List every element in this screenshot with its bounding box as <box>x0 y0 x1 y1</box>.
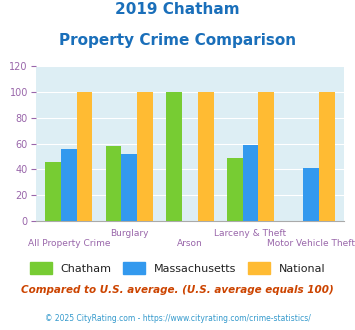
Bar <box>303 168 319 221</box>
Bar <box>319 92 335 221</box>
Bar <box>166 92 182 221</box>
Text: Larceny & Theft: Larceny & Theft <box>214 229 286 238</box>
Text: All Property Crime: All Property Crime <box>28 239 110 248</box>
Text: Property Crime Comparison: Property Crime Comparison <box>59 33 296 48</box>
Text: Compared to U.S. average. (U.S. average equals 100): Compared to U.S. average. (U.S. average … <box>21 285 334 295</box>
Text: 2019 Chatham: 2019 Chatham <box>115 2 240 16</box>
Text: Motor Vehicle Theft: Motor Vehicle Theft <box>267 239 355 248</box>
Bar <box>242 145 258 221</box>
Legend: Chatham, Massachusetts, National: Chatham, Massachusetts, National <box>25 258 330 278</box>
Bar <box>227 158 242 221</box>
Bar <box>137 92 153 221</box>
Text: © 2025 CityRating.com - https://www.cityrating.com/crime-statistics/: © 2025 CityRating.com - https://www.city… <box>45 314 310 323</box>
Bar <box>61 149 77 221</box>
Bar <box>77 92 92 221</box>
Bar <box>45 162 61 221</box>
Bar <box>121 154 137 221</box>
Bar <box>106 146 121 221</box>
Bar <box>258 92 274 221</box>
Text: Arson: Arson <box>177 239 203 248</box>
Text: Burglary: Burglary <box>110 229 149 238</box>
Bar <box>198 92 214 221</box>
